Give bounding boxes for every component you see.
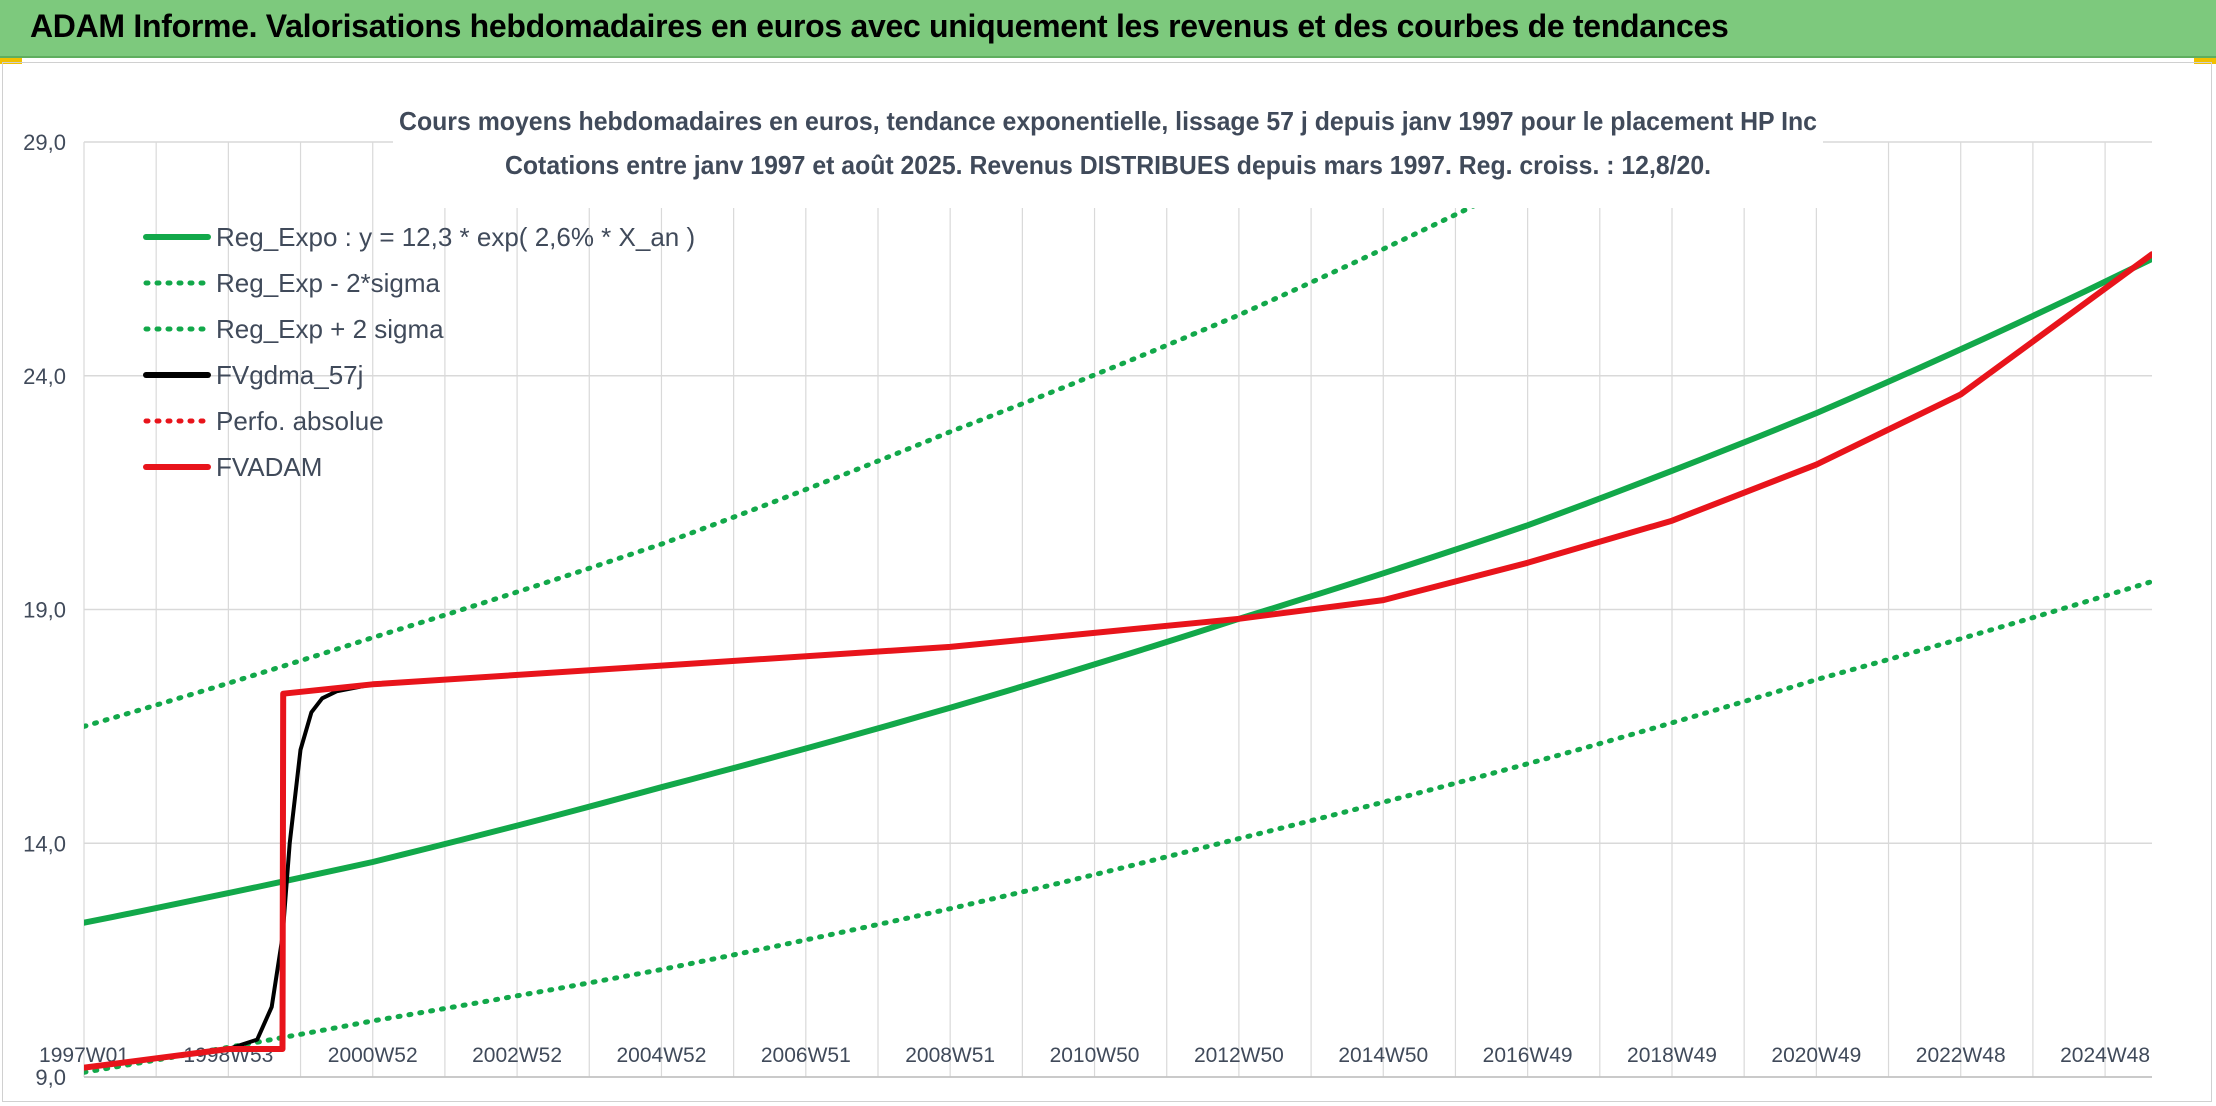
y-tick-label: 29,0 bbox=[23, 130, 66, 155]
series-line-fvadam bbox=[84, 251, 2152, 1071]
series-layer bbox=[84, 142, 2152, 1075]
x-axis-tick-labels: 1997W01 1998W53 2000W52 2002W52 2004W52 2006W… bbox=[39, 1044, 2150, 1067]
legend-label: Perfo. absolue bbox=[216, 406, 384, 436]
series-line-reg-expo-y-12-3-exp-2-6-x-an bbox=[84, 255, 2152, 926]
x-tick-label: 2024W48 bbox=[2060, 1044, 2150, 1067]
chart-title: Cours moyens hebdomadaires en euros, ten… bbox=[399, 106, 1817, 136]
x-tick-label: 2018W49 bbox=[1627, 1044, 1717, 1067]
x-tick-label: 2016W49 bbox=[1483, 1044, 1573, 1067]
report-title: ADAM Informe. Valorisations hebdomadaire… bbox=[30, 8, 1729, 44]
legend-label: Reg_Exp + 2 sigma bbox=[216, 314, 444, 344]
x-tick-label: 2006W51 bbox=[761, 1044, 851, 1067]
y-tick-label: 24,0 bbox=[23, 364, 66, 389]
x-tick-label: 2000W52 bbox=[328, 1044, 418, 1067]
x-tick-label: 2014W50 bbox=[1338, 1044, 1428, 1067]
x-tick-label: 2012W50 bbox=[1194, 1044, 1284, 1067]
x-tick-label: 2010W50 bbox=[1050, 1044, 1140, 1067]
corner-marker-left bbox=[0, 58, 22, 64]
x-tick-label: 2020W49 bbox=[1771, 1044, 1861, 1067]
chart-title-background bbox=[393, 90, 1823, 208]
x-tick-label: 2008W51 bbox=[905, 1044, 995, 1067]
report-banner: ADAM Informe. Valorisations hebdomadaire… bbox=[0, 0, 2216, 58]
y-axis-tick-labels: 9,0 14,0 19,0 24,0 29,0 bbox=[23, 130, 66, 1090]
y-tick-label: 9,0 bbox=[35, 1065, 66, 1090]
x-tick-label: 2022W48 bbox=[1916, 1044, 2006, 1067]
x-tick-label: 2002W52 bbox=[472, 1044, 562, 1067]
corner-marker-right bbox=[2194, 58, 2216, 64]
legend: Reg_Expo : y = 12,3 * exp( 2,6% * X_an )… bbox=[143, 222, 695, 482]
legend-label: Reg_Exp - 2*sigma bbox=[216, 268, 441, 298]
legend-label: FVADAM bbox=[216, 452, 322, 482]
x-tick-label: 2004W52 bbox=[616, 1044, 706, 1067]
chart-subtitle: Cotations entre janv 1997 et août 2025. … bbox=[505, 150, 1711, 180]
x-tick-label: 1997W01 bbox=[39, 1044, 129, 1067]
series-line-reg-exp-2-sigma bbox=[84, 142, 1609, 729]
y-tick-label: 14,0 bbox=[23, 831, 66, 856]
legend-label: Reg_Expo : y = 12,3 * exp( 2,6% * X_an ) bbox=[216, 222, 695, 252]
line-chart: 9,014,019,024,029,0 1997W01 1998W53 2000W5… bbox=[23, 90, 2152, 1090]
legend-label: FVgdma_57j bbox=[216, 360, 363, 390]
y-tick-label: 19,0 bbox=[23, 598, 66, 623]
series-line-reg-exp-2-sigma bbox=[84, 579, 2152, 1075]
